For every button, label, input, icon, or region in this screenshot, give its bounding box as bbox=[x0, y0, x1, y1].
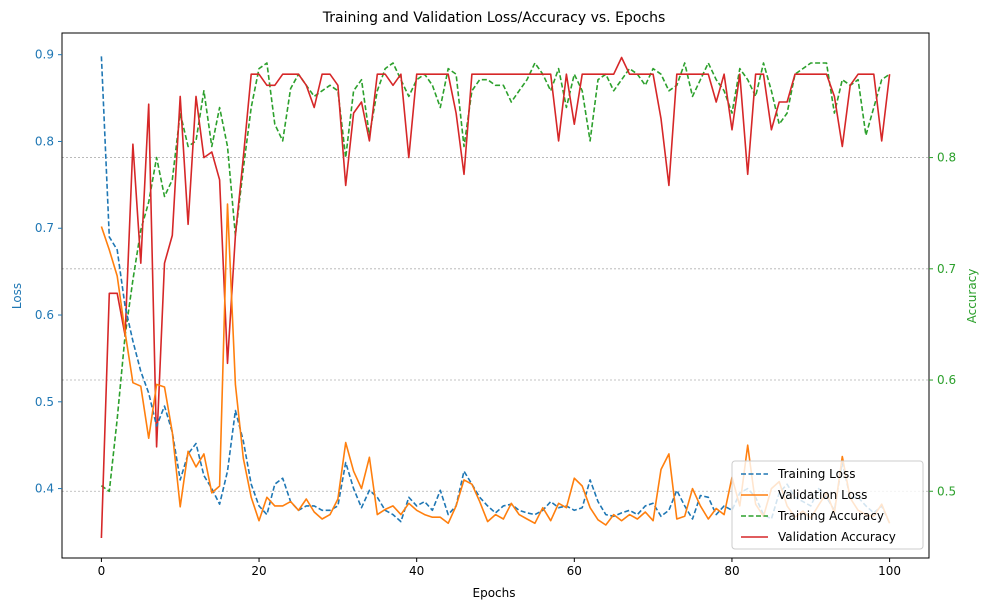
y-right-tick-label: 0.7 bbox=[937, 262, 956, 276]
x-axis-label: Epochs bbox=[473, 586, 516, 600]
y-right-tick-label: 0.6 bbox=[937, 373, 956, 387]
y-left-tick-label: 0.8 bbox=[35, 134, 54, 148]
x-axis: 0 20 40 60 80 100 bbox=[98, 558, 901, 578]
chart-title: Training and Validation Loss/Accuracy vs… bbox=[322, 10, 666, 26]
y-left-tick-label: 0.9 bbox=[35, 48, 54, 62]
series-line-training-accuracy bbox=[100, 62, 891, 493]
y-left-tick-label: 0.7 bbox=[35, 221, 54, 235]
y-right-tick-label: 0.8 bbox=[937, 151, 956, 165]
y-axis-left: 0.4 0.5 0.6 0.7 0.8 0.9 bbox=[35, 48, 62, 496]
x-tick-label: 0 bbox=[98, 564, 106, 578]
y-axis-left-label: Loss bbox=[10, 283, 24, 309]
x-tick-label: 80 bbox=[724, 564, 739, 578]
x-tick-label: 60 bbox=[567, 564, 582, 578]
series-line-validation-accuracy bbox=[100, 56, 891, 539]
grid-lines bbox=[62, 157, 929, 492]
legend-label: Training Loss bbox=[777, 467, 855, 481]
legend-box bbox=[731, 460, 924, 550]
legend-label: Validation Accuracy bbox=[778, 530, 896, 544]
x-tick-label: 100 bbox=[878, 564, 901, 578]
x-tick-label: 40 bbox=[409, 564, 424, 578]
y-axis-right: 0.5 0.6 0.7 0.8 bbox=[929, 151, 956, 498]
y-right-tick-label: 0.5 bbox=[937, 484, 956, 498]
legend-label: Validation Loss bbox=[778, 488, 867, 502]
y-left-tick-label: 0.6 bbox=[35, 308, 54, 322]
x-tick-label: 20 bbox=[251, 564, 266, 578]
y-left-tick-label: 0.5 bbox=[35, 395, 54, 409]
y-axis-right-label: Accuracy bbox=[965, 269, 979, 324]
y-left-tick-label: 0.4 bbox=[35, 482, 54, 496]
plot-frame bbox=[61, 32, 930, 559]
legend-label: Training Accuracy bbox=[777, 509, 884, 523]
legend: Training Loss Validation Loss Training Acc… bbox=[731, 460, 924, 550]
